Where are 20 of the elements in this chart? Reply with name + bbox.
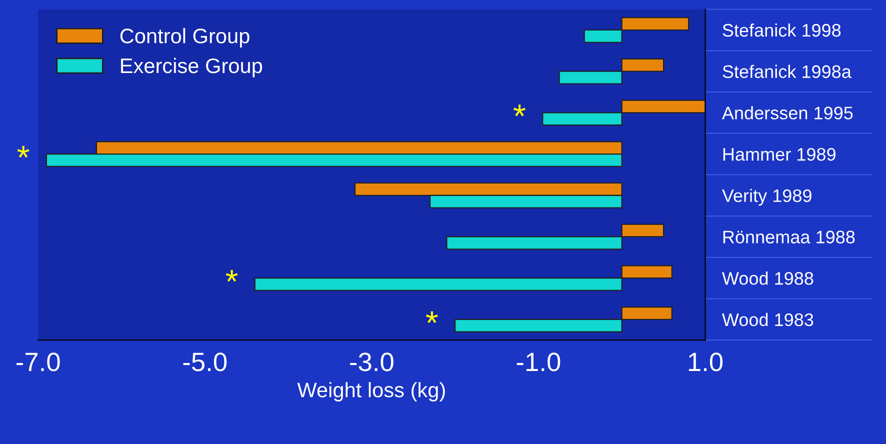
y-tick-label: Hammer 1989 xyxy=(723,148,836,161)
legend-label: Exercise Group xyxy=(121,58,262,78)
y-tick-label: Stefanick 1998 xyxy=(722,23,841,37)
y-tick-label: Anderssen 1995 xyxy=(722,106,853,120)
y-tick-label: Wood 1988 xyxy=(722,272,814,285)
x-tick-label: -5.0 xyxy=(183,352,227,372)
x-tick-label: -1.0 xyxy=(516,352,560,372)
annotation: * xyxy=(17,146,30,158)
x-tick-label: -3.0 xyxy=(350,352,394,372)
legend-label: Control Group xyxy=(120,28,250,48)
x-tick-label: 1.0 xyxy=(688,352,723,372)
y-tick-label: Wood 1983 xyxy=(722,312,814,326)
x-axis-title: Weight loss (kg) xyxy=(297,382,445,402)
annotation: * xyxy=(226,270,238,282)
y-tick-label: Stefanick 1998a xyxy=(722,64,852,78)
x-tick-label: -7.0 xyxy=(16,352,60,372)
annotation: * xyxy=(514,104,526,116)
annotation: * xyxy=(426,311,438,324)
y-tick-label: Rönnemaa 1988 xyxy=(723,230,855,244)
y-tick-label: Verity 1989 xyxy=(722,188,812,206)
